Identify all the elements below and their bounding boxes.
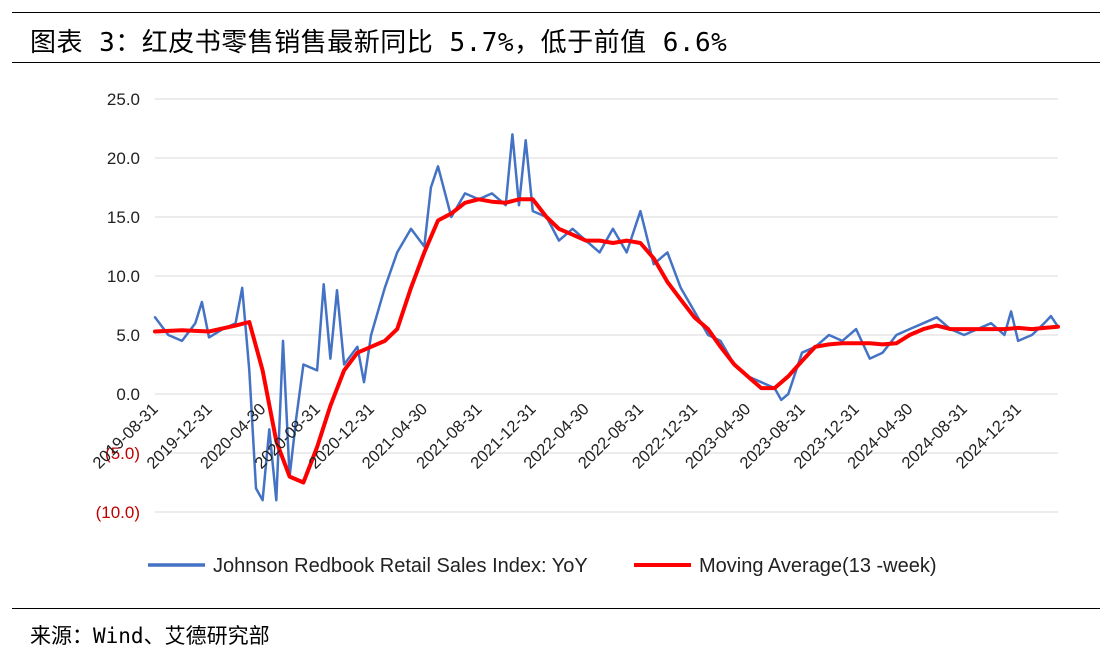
bottom-rule (12, 608, 1100, 609)
legend-label-redbook: Johnson Redbook Retail Sales Index: YoY (213, 555, 588, 577)
y-axis-ticks: 25.0 20.0 15.0 10.0 5.0 0.0 (5.0) (10.0) (96, 90, 140, 522)
source-note: 来源：Wind、艾德研究部 (30, 624, 270, 648)
y-tick-label: 0.0 (116, 385, 140, 404)
y-tick-label: (10.0) (96, 503, 140, 522)
y-tick-label: (5.0) (105, 444, 140, 463)
top-rule (12, 12, 1100, 13)
legend-label-moving-average: Moving Average(13 -week) (699, 555, 937, 577)
y-tick-label: 10.0 (107, 267, 140, 286)
figure-title: 图表 3：红皮书零售销售最新同比 5.7%，低于前值 6.6% (30, 28, 728, 58)
x-axis-ticks: 2019-08-312019-12-312020-04-302020-08-31… (89, 400, 1025, 472)
title-rule (12, 62, 1100, 63)
series-line-moving-average (153, 197, 1060, 485)
legend: Johnson Redbook Retail Sales Index: YoY M… (148, 555, 937, 577)
y-tick-label: 5.0 (116, 326, 140, 345)
y-tick-label: 25.0 (107, 90, 140, 109)
chart: 25.0 20.0 15.0 10.0 5.0 0.0 (5.0) (10.0) 2019-0… (89, 90, 1060, 577)
y-tick-label: 15.0 (107, 208, 140, 227)
series-lines (153, 133, 1060, 502)
y-tick-label: 20.0 (107, 149, 140, 168)
